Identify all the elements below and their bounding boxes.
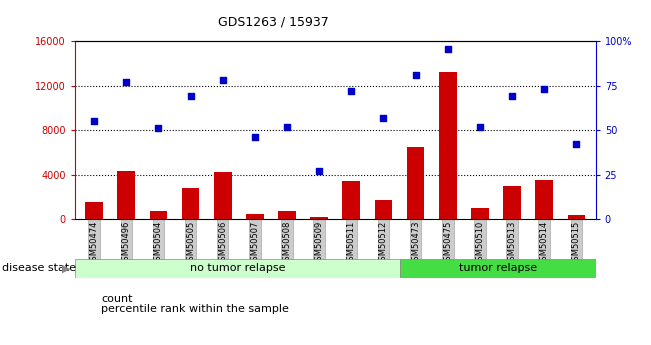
Bar <box>342 181 360 219</box>
Text: count: count <box>101 294 132 304</box>
Point <box>539 87 549 92</box>
Point <box>443 46 453 51</box>
Bar <box>439 72 456 219</box>
Text: disease state: disease state <box>2 264 76 273</box>
Point <box>314 168 324 174</box>
Bar <box>311 217 328 219</box>
Bar <box>568 215 585 219</box>
Text: tumor relapse: tumor relapse <box>459 263 537 273</box>
Point <box>89 119 100 124</box>
Point <box>475 124 485 129</box>
Bar <box>278 211 296 219</box>
Point <box>571 142 581 147</box>
Bar <box>214 172 232 219</box>
FancyBboxPatch shape <box>75 259 400 278</box>
Point <box>121 79 132 85</box>
Text: percentile rank within the sample: percentile rank within the sample <box>101 304 289 314</box>
Point <box>250 135 260 140</box>
Bar <box>117 171 135 219</box>
Bar <box>85 203 103 219</box>
Text: GDS1263 / 15937: GDS1263 / 15937 <box>218 16 329 29</box>
Point <box>186 94 196 99</box>
Bar <box>535 180 553 219</box>
Bar <box>374 200 393 219</box>
Point <box>507 94 518 99</box>
Point <box>410 72 421 78</box>
Point <box>346 88 357 94</box>
Text: no tumor relapse: no tumor relapse <box>190 263 285 273</box>
FancyBboxPatch shape <box>400 259 596 278</box>
Point <box>282 124 292 129</box>
Bar <box>150 211 167 219</box>
Bar <box>246 214 264 219</box>
Text: ▶: ▶ <box>62 264 71 273</box>
Bar <box>182 188 199 219</box>
Bar <box>471 208 489 219</box>
Point <box>217 78 228 83</box>
Bar <box>503 186 521 219</box>
Point <box>378 115 389 120</box>
Point <box>153 126 163 131</box>
Bar <box>407 147 424 219</box>
